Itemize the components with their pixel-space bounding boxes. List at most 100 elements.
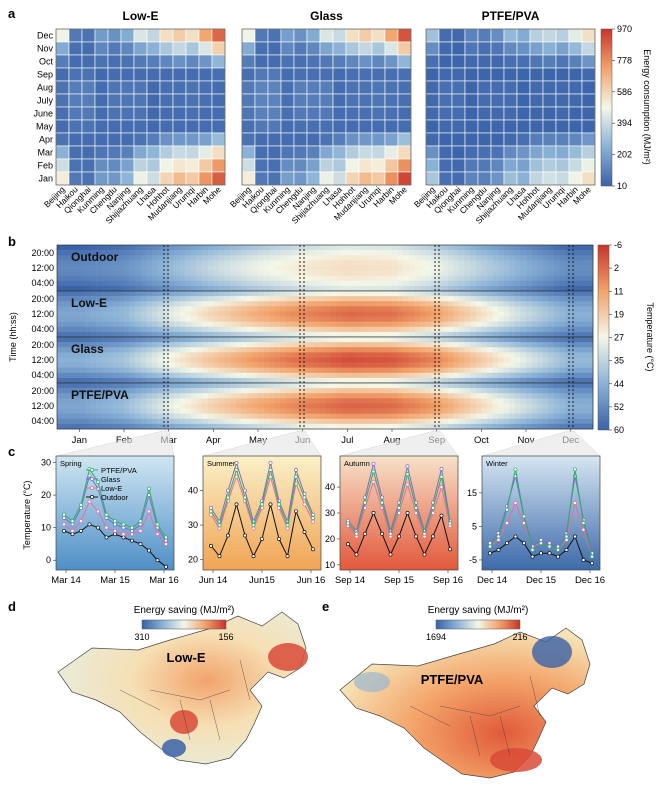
temperature-cell	[492, 347, 499, 353]
temperature-cell	[352, 311, 359, 317]
temperature-cell	[431, 423, 437, 430]
heatmap-cell	[211, 67, 226, 82]
temperature-cell	[380, 321, 387, 328]
temperature-cell	[380, 311, 387, 317]
heatmap-cell	[107, 41, 122, 56]
temperature-cell	[62, 423, 69, 430]
temperature-cell	[520, 306, 527, 312]
heatmap-cell	[425, 158, 440, 173]
temperature-cell	[174, 403, 181, 409]
heatmap-cell	[68, 93, 83, 108]
temperature-cell	[57, 423, 63, 430]
temperature-cell	[481, 342, 488, 348]
temperature-cell	[68, 265, 75, 271]
temperature-cell	[274, 326, 281, 333]
temperature-cell	[581, 367, 588, 374]
temperature-cell	[341, 275, 348, 282]
temperature-cell	[559, 270, 566, 276]
temperature-cell	[453, 331, 460, 338]
temperature-cell	[107, 413, 114, 420]
temperature-cell	[397, 413, 404, 420]
temperature-cell	[196, 275, 203, 282]
temperature-cell	[587, 285, 594, 292]
temperature-cell	[380, 393, 387, 399]
temperature-cell	[330, 296, 337, 302]
temperature-cell	[520, 352, 527, 358]
temperature-cell	[285, 326, 292, 333]
temperature-cell	[313, 408, 320, 414]
temperature-cell	[313, 291, 320, 297]
temperature-cell	[308, 306, 315, 312]
temperature-cell	[531, 250, 538, 256]
temperature-cell	[90, 321, 97, 328]
temperature-cell	[151, 306, 158, 312]
temperature-cell	[101, 383, 108, 389]
temperature-cell	[207, 306, 214, 312]
temperature-cell	[213, 423, 220, 430]
temperature-cell	[302, 280, 309, 287]
heatmap-cell	[107, 145, 122, 160]
heatmap-cell	[293, 106, 308, 121]
temperature-cell	[258, 326, 264, 333]
temperature-cell	[213, 372, 220, 379]
temperature-cell	[146, 260, 153, 266]
temperature-cell	[330, 306, 337, 312]
temperature-cell	[129, 383, 136, 389]
temperature-cell	[403, 275, 410, 282]
temperature-cell	[107, 403, 114, 409]
temperature-cell	[68, 296, 75, 302]
temperature-cell	[514, 357, 521, 363]
temperature-cell	[459, 331, 465, 338]
series-point	[488, 541, 492, 546]
heatmap-cell	[81, 171, 96, 186]
temperature-cell	[570, 403, 577, 409]
temperature-cell	[336, 250, 343, 256]
temperature-cell	[481, 265, 488, 271]
temperature-cell	[179, 367, 186, 374]
temperature-cell	[230, 413, 236, 420]
temperature-cell	[403, 342, 410, 348]
temperature-cell	[425, 321, 432, 328]
temperature-cell	[397, 326, 404, 333]
temperature-cell	[151, 423, 158, 430]
series-point	[226, 533, 230, 538]
temperature-cell	[386, 285, 393, 292]
temperature-cell	[107, 347, 114, 353]
temperature-cell	[325, 357, 331, 363]
temperature-cell	[514, 260, 521, 266]
temperature-cell	[364, 347, 370, 353]
temperature-cell	[207, 275, 214, 282]
temperature-cell	[425, 265, 432, 271]
temperature-cell	[174, 311, 181, 317]
temperature-cell	[274, 418, 281, 425]
series-point	[70, 528, 75, 533]
temperature-cell	[241, 245, 248, 251]
temperature-cell	[107, 296, 114, 302]
series-point	[104, 512, 109, 517]
temperature-cell	[325, 413, 331, 420]
temperature-cell	[336, 270, 343, 276]
temperature-cell	[174, 377, 181, 384]
temperature-cell	[553, 260, 560, 266]
season-label: Spring	[60, 459, 82, 468]
temperature-cell	[414, 418, 421, 425]
heatmap-cell	[120, 132, 135, 147]
temperature-cell	[218, 326, 225, 333]
panel-d-title: Low-E	[167, 650, 206, 665]
temperature-cell	[218, 413, 225, 420]
temperature-cell	[179, 280, 186, 287]
heatmap-cell	[345, 158, 360, 173]
temperature-cell	[492, 337, 499, 343]
temperature-cell	[196, 311, 203, 317]
temperature-cell	[107, 275, 114, 282]
temperature-cell	[302, 393, 309, 399]
temperature-cell	[84, 331, 91, 338]
temperature-cell	[442, 413, 449, 420]
temperature-cell	[168, 291, 175, 297]
heatmap-cell	[581, 67, 596, 82]
temperature-cell	[269, 306, 276, 312]
temperature-cell	[230, 245, 236, 251]
temperature-cell	[470, 347, 477, 353]
temperature-cell	[392, 362, 398, 368]
temperature-cell	[352, 321, 359, 328]
